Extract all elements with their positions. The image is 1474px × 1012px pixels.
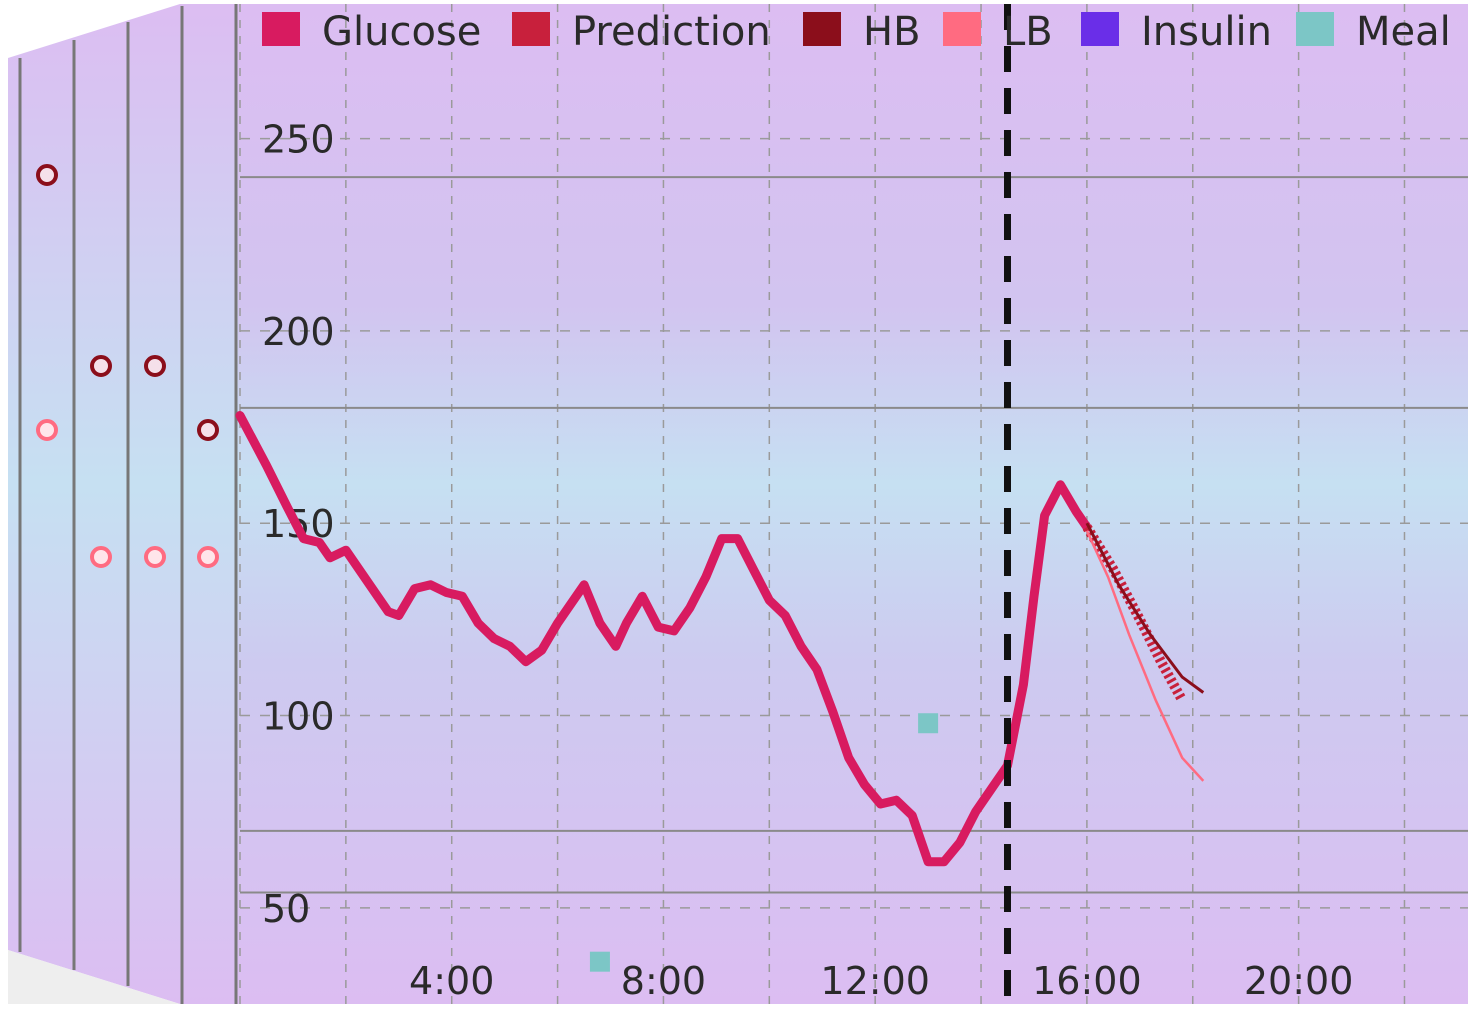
meal-marker xyxy=(589,951,610,972)
lb-line xyxy=(1085,530,1205,782)
legend-swatch xyxy=(262,12,300,46)
glucose-line xyxy=(235,411,1092,867)
x-tick-label: 20:00 xyxy=(1244,959,1354,1003)
legend-swatch xyxy=(943,12,981,46)
side-lb-marker xyxy=(36,419,58,441)
legend-label: Insulin xyxy=(1141,9,1272,55)
legend-label: LB xyxy=(1003,9,1053,55)
legend-label: Glucose xyxy=(322,9,481,55)
legend-label: HB xyxy=(863,9,921,55)
legend-swatch xyxy=(1081,12,1119,46)
legend: Glucose Prediction HB LB Insulin Meal xyxy=(262,9,1451,55)
series-layer xyxy=(235,411,1205,972)
legend-label: Prediction xyxy=(572,9,771,55)
side-hb-marker xyxy=(90,355,112,377)
x-tick-label: 4:00 xyxy=(409,959,494,1003)
x-axis: 4:00 8:00 12:00 16:00 20:00 xyxy=(409,959,1353,1003)
side-panel xyxy=(8,4,238,1004)
reference-lines xyxy=(240,176,1468,894)
legend-swatch xyxy=(1296,12,1334,46)
grid xyxy=(239,4,1468,1004)
meal-marker xyxy=(918,713,939,734)
legend-label: Meal xyxy=(1356,9,1451,55)
side-lb-marker xyxy=(197,546,219,568)
x-tick-label: 8:00 xyxy=(621,959,706,1003)
plot-background xyxy=(238,4,1470,1004)
x-tick-label: 12:00 xyxy=(820,959,930,1003)
prediction-line xyxy=(1082,524,1187,703)
side-hb-marker xyxy=(197,419,219,441)
y-tick-label: 100 xyxy=(262,695,335,739)
legend-swatch xyxy=(803,12,841,46)
y-tick-label: 250 xyxy=(262,118,335,162)
legend-swatch xyxy=(512,12,550,46)
y-tick-label: 200 xyxy=(262,310,335,354)
hb-line xyxy=(1085,522,1205,694)
y-tick-label: 50 xyxy=(262,887,310,931)
side-lb-marker xyxy=(144,546,166,568)
side-lb-marker xyxy=(90,546,112,568)
side-hb-marker xyxy=(36,164,58,186)
side-hb-marker xyxy=(144,355,166,377)
x-tick-label: 16:00 xyxy=(1032,959,1142,1003)
